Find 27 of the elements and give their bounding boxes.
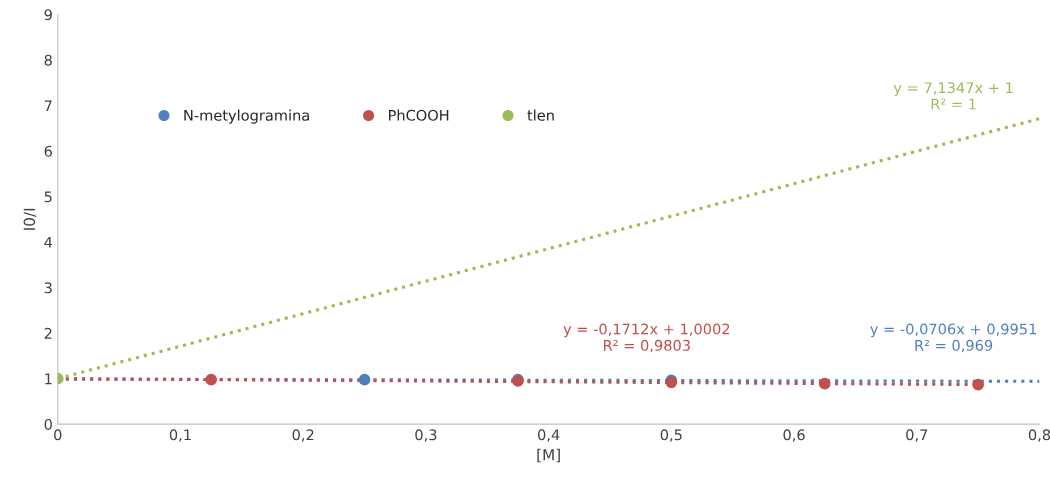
- x-tick-label: 0,4: [537, 429, 560, 442]
- x-tick-label: 0,6: [783, 429, 805, 442]
- y-tick-label: 6: [44, 145, 52, 157]
- y-tick-label: 5: [44, 191, 52, 203]
- y-tick-label: 7: [44, 100, 52, 112]
- x-tick-label: 0,7: [906, 429, 928, 442]
- y-tick-label: 0: [44, 418, 52, 430]
- x-tick-label: 0,8: [1028, 429, 1050, 442]
- x-axis-title: [M]: [537, 448, 560, 463]
- y-axis-title: I0/I: [23, 208, 37, 230]
- annotation: y = -0,0706x + 0,9951 R² = 0,969: [870, 323, 1037, 353]
- y-tick-label: 3: [44, 282, 52, 294]
- y-tick-label: 1: [45, 373, 52, 385]
- legend-label: PhCOOH: [388, 109, 449, 121]
- x-tick-label: 0,2: [292, 429, 314, 442]
- x-tick-label: 0,1: [169, 429, 191, 442]
- annotation: y = 7,1347x + 1 R² = 1: [893, 82, 1013, 110]
- y-tick-label: 2: [44, 327, 52, 339]
- x-tick-label: 0: [54, 429, 62, 441]
- legend-label: tlen: [527, 109, 554, 121]
- y-tick-label: 9: [44, 9, 52, 21]
- legend-label: N-metylogramina: [184, 109, 309, 124]
- annotation: y = -0,1712x + 1,0002 R² = 0,9803: [563, 323, 730, 353]
- x-tick-label: 0,5: [660, 429, 682, 442]
- x-tick-label: 0,3: [415, 429, 437, 442]
- y-tick-label: 4: [44, 236, 53, 248]
- y-tick-label: 8: [44, 54, 52, 66]
